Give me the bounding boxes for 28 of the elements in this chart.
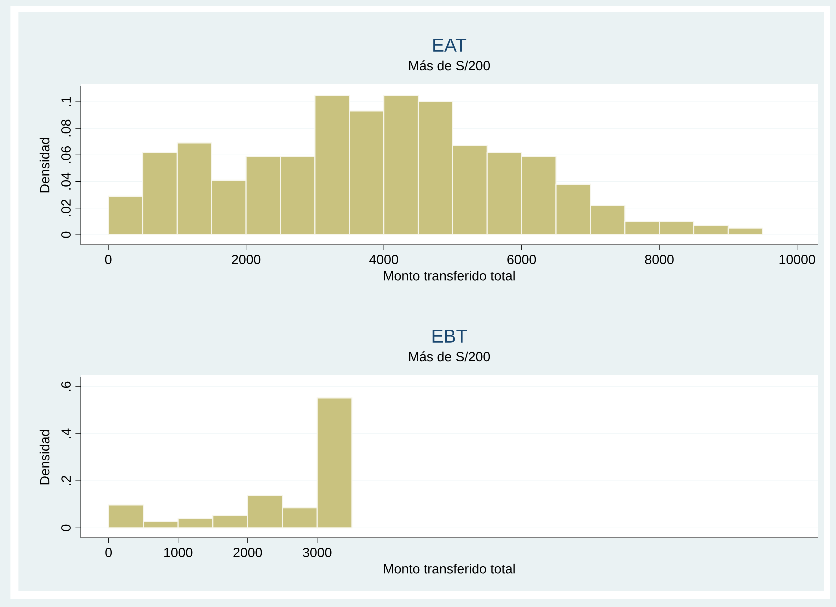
y-tick-label: .6: [62, 382, 71, 392]
x-tick-label: 2000: [232, 255, 261, 264]
x-tick-label: 8000: [645, 255, 674, 264]
y-tick-label: 0: [62, 232, 71, 238]
x-tick-label: 1000: [164, 548, 193, 558]
x-tick-label: 0: [106, 548, 112, 558]
y-tick-label: .08: [62, 120, 71, 137]
y-tick-label: .02: [62, 200, 71, 216]
x-axis-title: Monto transferido total: [384, 564, 515, 574]
x-tick-label: 0: [105, 255, 112, 264]
chart-subtitle: Más de S/200: [409, 60, 490, 71]
chart-subtitle: Más de S/200: [409, 352, 490, 362]
chart-title: EBT: [432, 330, 468, 343]
x-tick-label: 10000: [780, 255, 816, 264]
y-tick-label: .04: [62, 172, 71, 190]
y-axis-title: Densidad: [40, 138, 50, 193]
y-tick-label: 0: [62, 524, 71, 532]
x-tick-label: 2000: [234, 548, 262, 558]
chart-title: EAT: [434, 38, 467, 52]
y-axis-title: Densidad: [40, 430, 50, 485]
y-tick-label: .4: [62, 428, 71, 438]
x-axis-title: Monto transferido total: [384, 270, 515, 281]
y-tick-label: .1: [62, 97, 71, 106]
x-tick-label: 4000: [370, 255, 398, 264]
y-tick-label: .2: [62, 476, 71, 486]
x-tick-label: 6000: [508, 255, 536, 264]
x-tick-label: 3000: [303, 548, 332, 558]
y-tick-label: .06: [62, 146, 71, 164]
